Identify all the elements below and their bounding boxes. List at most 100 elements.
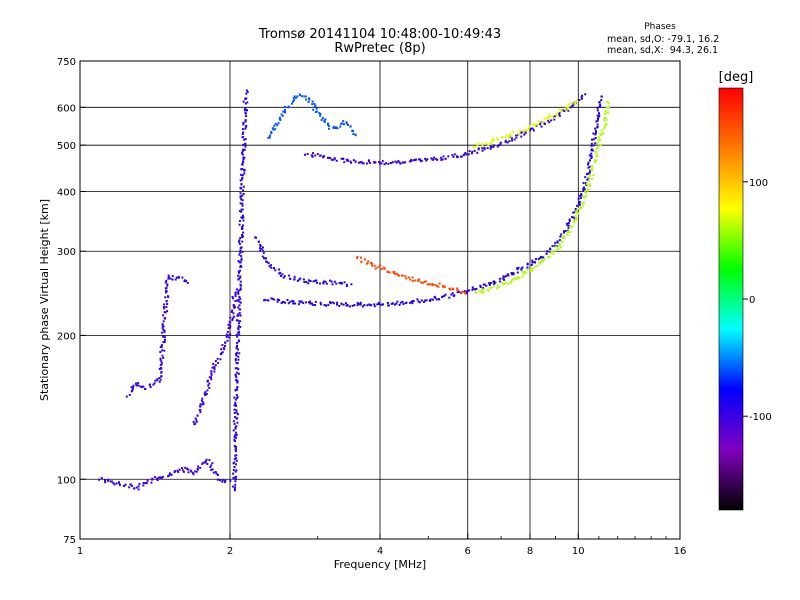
echo-point <box>292 100 295 103</box>
echo-point <box>598 114 601 117</box>
echo-point <box>134 382 137 385</box>
echo-point <box>528 126 531 129</box>
echo-point <box>607 111 610 114</box>
echo-point <box>132 384 135 387</box>
echo-point <box>515 278 518 281</box>
echo-point <box>333 157 336 160</box>
echo-point <box>307 282 310 285</box>
echo-point <box>239 297 242 300</box>
echo-point <box>238 300 241 303</box>
echo-point <box>465 153 468 156</box>
echo-point <box>242 123 245 126</box>
echo-point <box>117 481 120 484</box>
echo-point <box>354 134 357 137</box>
echo-point <box>311 304 314 307</box>
echo-point <box>604 112 607 115</box>
echo-point <box>162 305 165 308</box>
echo-point <box>558 114 561 117</box>
echo-point <box>323 280 326 283</box>
echo-point <box>551 115 554 118</box>
echo-point <box>606 100 609 103</box>
colorbar-ticks: 100 0 -100 <box>743 178 772 423</box>
echo-point <box>113 483 116 486</box>
echo-point <box>580 96 583 99</box>
echo-point <box>539 123 542 126</box>
echo-point <box>380 268 383 271</box>
echo-point <box>125 395 128 398</box>
echo-point <box>308 98 311 101</box>
echo-point <box>474 290 477 293</box>
echo-point <box>279 274 282 277</box>
echo-point <box>318 282 321 285</box>
echo-point <box>511 130 514 133</box>
echo-point <box>412 300 415 303</box>
echo-point <box>241 194 244 197</box>
echo-point <box>235 411 238 414</box>
echo-point <box>386 301 389 304</box>
echo-point <box>159 477 162 480</box>
echo-point <box>234 389 237 392</box>
echo-point <box>442 284 445 287</box>
x-axis-label: Frequency [MHz] <box>334 558 426 571</box>
echo-point <box>176 469 179 472</box>
echo-point <box>241 136 244 139</box>
echo-point <box>131 484 134 487</box>
echo-point <box>411 279 414 282</box>
echo-point <box>599 143 602 146</box>
echo-point <box>236 371 239 374</box>
echo-point <box>314 104 317 107</box>
echo-point <box>411 276 414 279</box>
echo-point <box>496 284 499 287</box>
echo-point <box>563 109 566 112</box>
echo-point <box>541 260 544 263</box>
echo-point <box>319 114 322 117</box>
echo-point <box>232 472 235 475</box>
echo-point <box>142 484 145 487</box>
echo-point <box>166 303 169 306</box>
echo-point <box>436 158 439 161</box>
echo-point <box>605 119 608 122</box>
echo-point <box>194 417 197 420</box>
echo-point <box>240 152 243 155</box>
echo-point <box>303 153 306 156</box>
echo-point <box>195 420 198 423</box>
echo-point <box>596 126 599 129</box>
echo-point <box>553 249 556 252</box>
echo-point <box>561 109 564 112</box>
echo-point <box>366 304 369 307</box>
echo-point <box>561 236 564 239</box>
echo-point <box>178 276 181 279</box>
echo-point <box>165 300 168 303</box>
echo-point <box>165 291 168 294</box>
echo-point <box>463 290 466 293</box>
echo-point <box>477 143 480 146</box>
echo-point <box>361 305 364 308</box>
echo-point <box>370 261 373 264</box>
echo-point <box>399 301 402 304</box>
echo-point <box>322 282 325 285</box>
echo-point <box>138 482 141 485</box>
echo-point <box>568 218 571 221</box>
echo-point <box>366 262 369 265</box>
echo-point <box>405 301 408 304</box>
echo-trace <box>356 255 467 295</box>
echo-point <box>414 158 417 161</box>
echo-point <box>598 138 601 141</box>
echo-point <box>540 121 543 124</box>
echo-point <box>236 379 239 382</box>
phase-x-stats: mean, sd,X: 94.3, 26.1 <box>607 45 719 56</box>
echo-point <box>234 398 237 401</box>
echo-point <box>338 281 341 284</box>
echo-point <box>604 116 607 119</box>
echo-point <box>340 157 343 160</box>
echo-point <box>459 291 462 294</box>
echo-point <box>521 266 524 269</box>
echo-point <box>163 307 166 310</box>
echo-point <box>159 363 162 366</box>
echo-point <box>210 372 213 375</box>
echo-point <box>232 420 235 423</box>
echo-point <box>543 258 546 261</box>
echo-point <box>442 155 445 158</box>
echo-point <box>350 283 353 286</box>
echo-point <box>304 301 307 304</box>
